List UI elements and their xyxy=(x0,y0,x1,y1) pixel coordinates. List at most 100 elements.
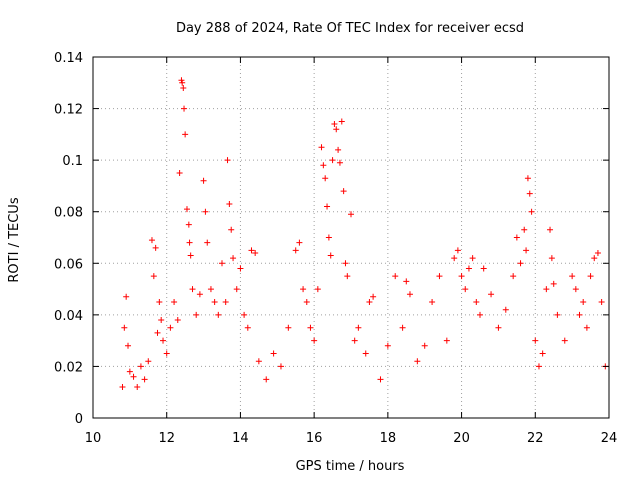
data-point-marker xyxy=(193,311,200,318)
data-point-marker xyxy=(436,273,443,280)
chart-title: Day 288 of 2024, Rate Of TEC Index for r… xyxy=(176,21,524,36)
data-point-marker xyxy=(125,342,132,349)
data-point-marker xyxy=(163,350,170,357)
data-point-marker xyxy=(187,252,194,259)
data-point-marker xyxy=(207,286,214,293)
data-point-marker xyxy=(377,376,384,383)
data-point-marker xyxy=(336,159,343,166)
data-point-marker xyxy=(329,157,336,164)
data-point-marker xyxy=(477,311,483,318)
y-tick-label: 0.14 xyxy=(54,51,83,66)
data-point-marker xyxy=(535,363,542,370)
data-point-marker xyxy=(185,221,192,228)
y-tick-label: 0 xyxy=(75,412,83,427)
data-point-marker xyxy=(255,358,262,365)
data-point-marker xyxy=(126,368,133,375)
data-point-marker xyxy=(443,337,450,344)
data-point-marker xyxy=(521,226,528,233)
data-point-marker xyxy=(176,170,183,177)
data-point-marker xyxy=(587,273,594,280)
data-point-marker xyxy=(513,234,520,241)
data-point-marker xyxy=(469,255,476,262)
data-point-marker xyxy=(145,358,152,365)
grid-lines xyxy=(93,57,609,418)
data-point-marker xyxy=(228,226,235,233)
data-point-marker xyxy=(307,324,314,331)
data-point-marker xyxy=(178,77,185,84)
y-tick-label: 0.1 xyxy=(62,154,83,169)
data-point-marker xyxy=(331,121,338,128)
data-point-marker xyxy=(224,157,231,164)
data-point-marker xyxy=(370,293,377,300)
data-point-marker xyxy=(179,79,186,86)
data-point-marker xyxy=(547,226,554,233)
data-point-marker xyxy=(399,324,406,331)
data-point-marker xyxy=(526,190,533,197)
data-point-marker xyxy=(186,239,193,246)
data-point-marker xyxy=(594,249,601,256)
data-point-marker xyxy=(318,144,325,151)
data-point-marker xyxy=(152,244,159,251)
data-point-marker xyxy=(311,337,318,344)
data-point-marker xyxy=(414,358,421,365)
data-point-marker xyxy=(576,311,583,318)
data-point-marker xyxy=(406,291,413,298)
data-point-marker xyxy=(204,239,211,246)
data-point-marker xyxy=(502,306,509,313)
data-point-marker xyxy=(141,376,148,383)
data-point-marker xyxy=(202,208,209,215)
data-point-marker xyxy=(539,350,546,357)
data-point-marker xyxy=(119,384,126,391)
data-point-marker xyxy=(167,324,174,331)
x-tick-label: 16 xyxy=(306,431,323,446)
plot-frame xyxy=(92,56,610,419)
data-point-marker xyxy=(189,286,196,293)
data-point-marker xyxy=(583,324,590,331)
data-point-marker xyxy=(591,255,598,262)
data-point-marker xyxy=(121,324,128,331)
y-tick-label: 0.04 xyxy=(54,309,83,324)
data-point-marker xyxy=(335,146,342,153)
y-tick-label: 0.06 xyxy=(54,257,83,272)
data-point-marker xyxy=(548,255,555,262)
y-axis-label: ROTI / TECUs xyxy=(7,197,22,282)
data-point-marker xyxy=(322,175,329,182)
data-point-marker xyxy=(137,363,144,370)
data-point-marker xyxy=(263,376,270,383)
data-point-marker xyxy=(180,84,187,91)
data-point-marker xyxy=(148,237,155,244)
data-point-marker xyxy=(458,273,465,280)
data-point-marker xyxy=(543,286,550,293)
data-point-marker xyxy=(154,329,161,336)
data-point-marker xyxy=(252,249,259,256)
data-point-marker xyxy=(270,350,277,357)
data-point-marker xyxy=(569,273,576,280)
data-point-marker xyxy=(554,311,561,318)
data-point-marker xyxy=(392,273,399,280)
x-axis-label: GPS time / hours xyxy=(296,459,405,474)
data-point-marker xyxy=(495,324,502,331)
data-point-marker xyxy=(488,291,495,298)
data-point-marker xyxy=(338,118,345,125)
data-point-marker xyxy=(123,293,130,300)
data-point-marker xyxy=(200,177,207,184)
data-point-marker xyxy=(462,286,469,293)
data-point-marker xyxy=(532,337,539,344)
data-point-marker xyxy=(233,286,240,293)
axis-ticks xyxy=(92,56,610,419)
data-point-marker xyxy=(523,247,530,254)
data-point-marker xyxy=(421,342,428,349)
data-point-marker xyxy=(342,260,349,267)
data-point-marker xyxy=(340,188,347,195)
x-tick-label: 12 xyxy=(158,431,175,446)
data-point-marker xyxy=(226,200,233,207)
data-point-marker xyxy=(130,373,137,380)
data-point-marker xyxy=(183,206,190,213)
data-point-marker xyxy=(134,384,141,391)
data-point-marker xyxy=(333,126,340,133)
data-points xyxy=(119,77,609,391)
data-point-marker xyxy=(598,298,605,305)
data-point-marker xyxy=(314,286,321,293)
data-point-marker xyxy=(196,291,203,298)
